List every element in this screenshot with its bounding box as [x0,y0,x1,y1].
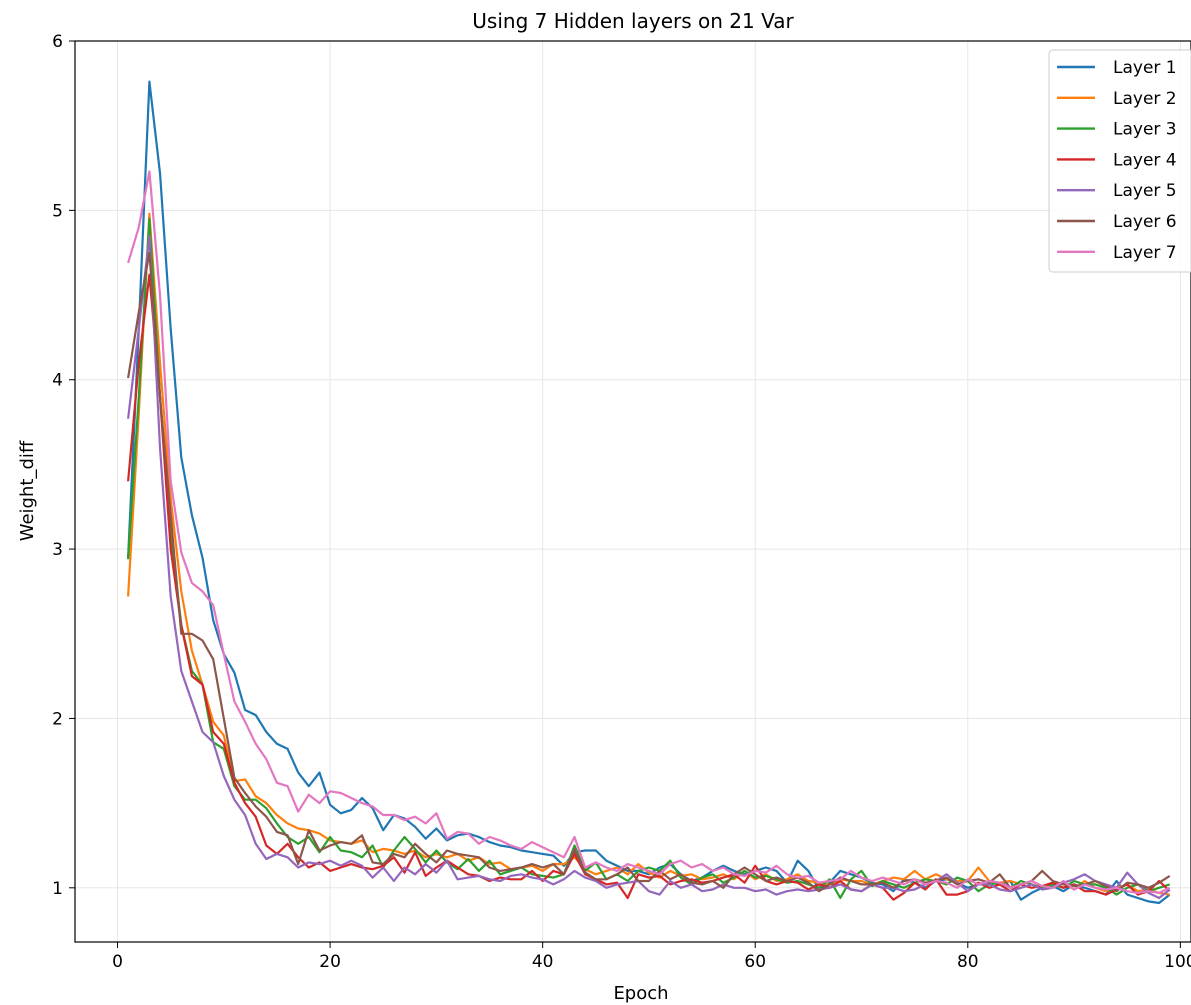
y-tick-label: 3 [52,540,63,560]
axes-frame [74,40,1191,943]
x-axis-label: Epoch [613,983,668,1004]
legend-label: Layer 6 [1113,212,1177,232]
series-line-layer-2 [127,212,1170,896]
x-tick-label: 80 [957,952,979,972]
y-tick-label: 6 [52,32,63,52]
series-line-layer-4 [127,273,1171,901]
series-line-layer-1 [127,80,1171,905]
x-tick-label: 100 [1164,952,1191,972]
x-tick-label: 0 [112,952,123,972]
y-tick-label: 5 [52,201,63,221]
legend-label: Layer 5 [1113,181,1177,201]
x-tick-label: 40 [532,952,554,972]
legend: Layer 1 Layer 2 Layer 3 Layer 4 Layer 5 Layer… [1048,49,1191,273]
legend-label: Layer 4 [1113,150,1177,170]
y-tick-label: 1 [52,879,63,899]
y-axis-ticks: 1 2 3 4 5 6 [52,32,75,899]
y-axis-label: Weight_diff [17,440,38,541]
series-line-layer-7 [127,170,1171,895]
legend-box [1048,49,1191,273]
series-line-layer-6 [127,251,1171,893]
x-tick-label: 60 [744,952,766,972]
chart-title: Using 7 Hidden layers on 21 Var [472,9,794,33]
y-tick-label: 4 [52,371,63,391]
grid [75,40,1191,942]
y-tick-label: 2 [52,709,63,729]
series-line-layer-3 [127,217,1171,900]
series-line-layer-5 [127,234,1171,900]
x-axis-ticks: 0 20 40 60 80 100 [112,942,1191,972]
legend-label: Layer 2 [1113,89,1177,109]
legend-label: Layer 3 [1113,120,1177,140]
legend-label: Layer 1 [1113,58,1177,78]
x-tick-label: 20 [319,952,341,972]
legend-label: Layer 7 [1113,243,1177,263]
series-lines [127,80,1171,905]
